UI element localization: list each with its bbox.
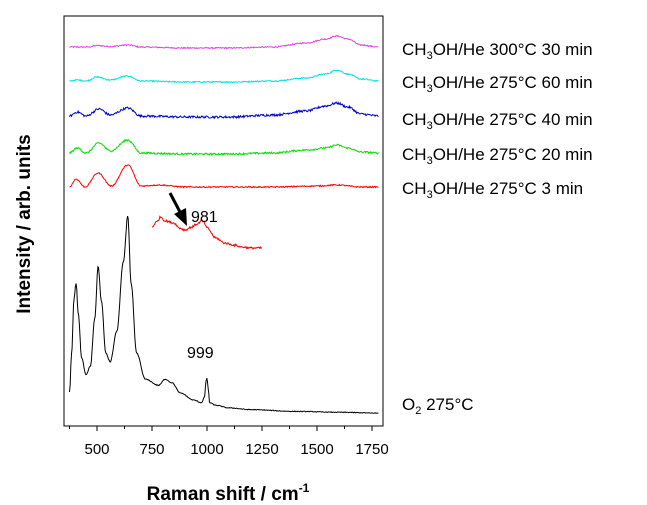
plot-frame: [63, 15, 384, 427]
series-layer: [69, 34, 379, 414]
series-line: [69, 69, 379, 84]
series-line: [69, 164, 379, 189]
annotation-981: 981: [191, 209, 218, 226]
x-axis-ticks: 500 750 1000 1250 1500 1750: [69, 426, 389, 458]
annotation-999: 999: [187, 345, 214, 362]
series-label: CH3OH/He 275°C 20 min: [402, 145, 593, 167]
series-label: CH3OH/He 275°C 3 min: [402, 179, 583, 201]
x-tick-label: 1000: [190, 441, 223, 458]
series-label: CH3OH/He 275°C 40 min: [402, 110, 593, 132]
x-axis-title: Raman shift / cm-1: [147, 481, 310, 505]
x-tick-label: 1250: [245, 441, 278, 458]
series-line: [151, 215, 262, 250]
series-line: [69, 34, 379, 50]
x-axis-title-sup: -1: [299, 481, 310, 495]
x-tick-label: 1750: [355, 441, 388, 458]
series-label: CH3OH/He 300°C 30 min: [402, 40, 593, 62]
series-line: [69, 138, 379, 157]
series-label: CH3OH/He 275°C 60 min: [402, 73, 593, 95]
series-line: [69, 100, 379, 120]
series-label: O2 275°C: [402, 395, 474, 417]
x-tick-label: 500: [84, 441, 109, 458]
x-tick-label: 750: [139, 441, 164, 458]
x-axis-title-text: Raman shift / cm: [147, 484, 299, 505]
x-tick-label: 1500: [300, 441, 333, 458]
arrow-icon: [168, 192, 187, 226]
series-line: [69, 215, 379, 414]
y-axis-title: Intensity / arb. units: [14, 134, 35, 313]
